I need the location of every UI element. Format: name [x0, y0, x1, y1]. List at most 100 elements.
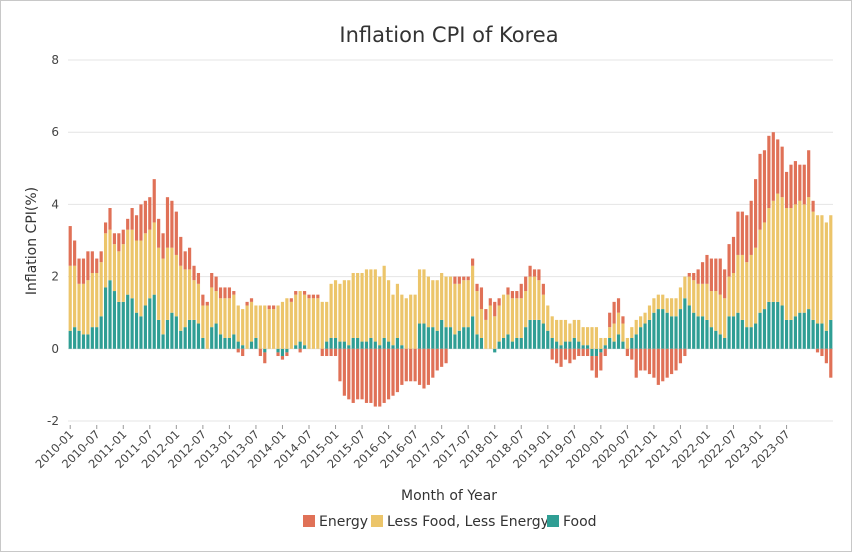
bar-less-food-less-energy — [731, 272, 736, 317]
bar-energy — [356, 348, 360, 400]
bar-food — [789, 319, 793, 349]
bar-less-food-less-energy — [183, 269, 187, 328]
bar-food — [227, 337, 231, 349]
bar-energy — [364, 348, 369, 403]
bar-energy — [630, 348, 634, 360]
y-axis-label: Inflation CPI(%) — [24, 187, 40, 295]
bar-food — [325, 341, 329, 349]
bar-energy — [134, 215, 139, 241]
bar-less-food-less-energy — [705, 283, 709, 320]
bar-less-food-less-energy — [603, 337, 607, 346]
bar-energy — [510, 291, 514, 299]
bar-food — [727, 316, 731, 349]
bar-food — [829, 319, 833, 349]
bar-food — [241, 345, 245, 349]
bar-energy — [179, 236, 183, 266]
bar-food — [254, 337, 258, 349]
bar-food — [143, 305, 147, 349]
bar-energy — [758, 153, 762, 230]
bar-energy — [550, 348, 554, 360]
bar-less-food-less-energy — [771, 200, 775, 302]
bar-less-food-less-energy — [351, 272, 355, 338]
bar-food — [77, 330, 81, 349]
bar-less-food-less-energy — [435, 280, 439, 331]
bar-food — [280, 348, 285, 357]
bar-less-food-less-energy — [289, 301, 293, 349]
bar-energy — [440, 348, 444, 367]
bar-less-food-less-energy — [572, 319, 576, 338]
bar-less-food-less-energy — [241, 309, 245, 346]
bar-food — [196, 323, 201, 349]
bar-energy — [541, 283, 545, 295]
bar-less-food-less-energy — [793, 204, 797, 317]
bar-food — [731, 316, 736, 349]
bar-less-food-less-energy — [369, 269, 373, 338]
bar-less-food-less-energy — [356, 272, 360, 338]
y-tick-label: 4 — [51, 197, 59, 211]
bar-less-food-less-energy — [643, 312, 647, 324]
bar-food — [501, 337, 506, 349]
bar-energy — [532, 269, 537, 277]
bar-energy — [276, 352, 280, 357]
bar-less-food-less-energy — [714, 291, 718, 331]
bar-energy — [108, 208, 112, 230]
bar-food — [285, 348, 289, 353]
bar-energy — [643, 348, 647, 371]
bar-energy — [829, 348, 833, 378]
bar-food — [555, 341, 559, 349]
bar-energy — [572, 348, 576, 360]
bar-energy — [103, 222, 108, 234]
bar-less-food-less-energy — [157, 247, 161, 320]
bar-less-food-less-energy — [621, 323, 625, 342]
bar-less-food-less-energy — [824, 222, 828, 331]
bar-less-food-less-energy — [249, 301, 254, 342]
bar-food — [134, 312, 139, 349]
bar-less-food-less-energy — [670, 298, 674, 317]
bar-food — [519, 337, 523, 349]
bar-food — [400, 345, 404, 349]
bar-food — [577, 341, 581, 349]
bar-energy — [749, 200, 753, 255]
y-tick-label: 8 — [51, 53, 59, 67]
bar-energy — [696, 269, 700, 284]
bar-energy — [652, 348, 656, 378]
bar-less-food-less-energy — [117, 251, 121, 302]
bar-food — [581, 345, 585, 349]
bar-less-food-less-energy — [121, 244, 125, 302]
bar-food — [342, 341, 346, 349]
bar-energy — [670, 348, 674, 375]
bar-less-food-less-energy — [422, 269, 426, 324]
bar-food — [630, 337, 634, 349]
bar-less-food-less-energy — [612, 323, 616, 342]
bar-energy — [811, 200, 815, 212]
bar-energy — [117, 233, 121, 252]
bar-food — [767, 301, 771, 349]
bar-less-food-less-energy — [630, 327, 634, 338]
bar-less-food-less-energy — [409, 294, 413, 349]
bar-food — [546, 330, 550, 349]
bar-less-food-less-energy — [263, 305, 267, 349]
bar-less-food-less-energy — [687, 276, 691, 306]
bar-energy — [453, 276, 457, 284]
bar-less-food-less-energy — [73, 265, 77, 328]
bar-energy — [608, 312, 612, 328]
bar-food — [81, 334, 86, 349]
bar-less-food-less-energy — [815, 215, 820, 324]
bar-less-food-less-energy — [780, 197, 784, 306]
bar-energy — [161, 233, 165, 259]
bar-energy — [793, 161, 797, 205]
bar-food — [417, 323, 422, 349]
bar-energy — [471, 258, 475, 266]
bar-less-food-less-energy — [501, 294, 506, 338]
bar-food — [422, 323, 426, 349]
bar-food — [661, 309, 665, 349]
bar-energy — [391, 348, 395, 396]
bar-energy — [302, 291, 307, 295]
bar-less-food-less-energy — [798, 200, 802, 313]
bar-less-food-less-energy — [608, 327, 612, 338]
bar-food — [99, 316, 103, 349]
bar-food — [532, 319, 537, 349]
bar-energy — [665, 348, 669, 378]
bar-energy — [528, 265, 532, 277]
